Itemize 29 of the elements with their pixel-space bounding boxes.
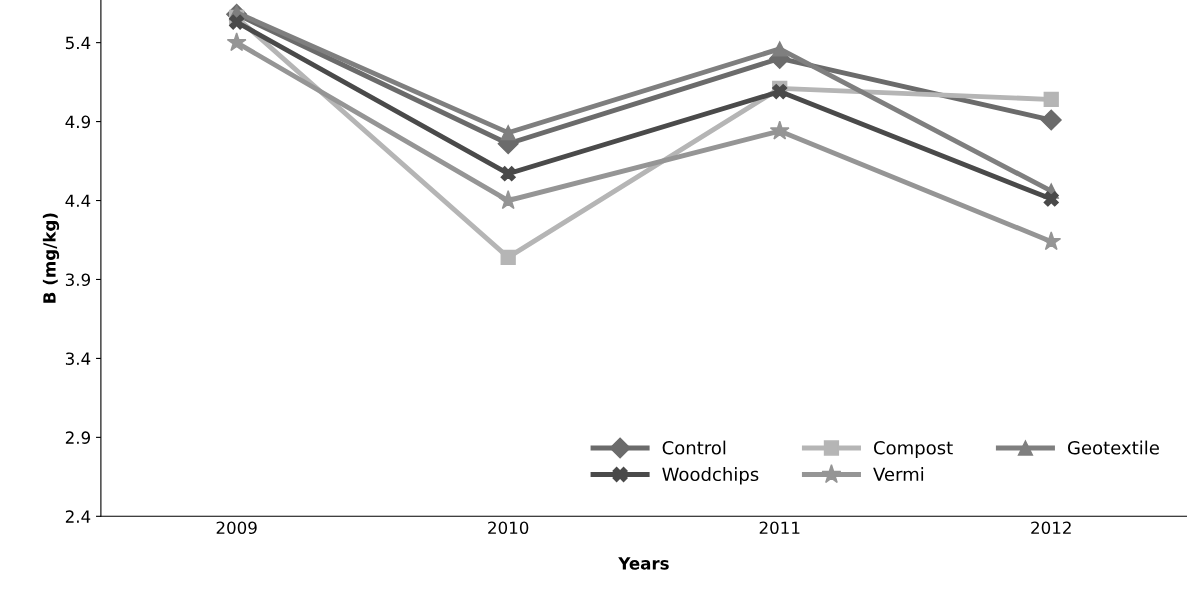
y-tick-label: 4.4 [65,194,91,207]
point [769,120,790,140]
point [1043,191,1059,207]
legend-label: Geotextile [1067,440,1159,455]
point [1040,109,1062,131]
legend-label: Control [662,440,726,455]
y-tick-label: 2.9 [65,431,90,444]
legend-label: Woodchips [662,467,759,485]
point [500,249,516,266]
point [772,41,788,57]
y-tick-label: 3.9 [65,273,90,287]
y-tick-label: 4.9 [65,115,90,129]
point [1043,91,1059,108]
y-axis-title: B (mg/kg) [42,213,60,303]
point [500,124,516,141]
x-tick-label: 2009 [216,521,257,535]
x-tick-label: 2012 [1031,521,1071,535]
x-tick-label: 2010 [488,521,529,535]
legend-label: Vermi [873,467,924,482]
x-tick-label: 2011 [759,521,800,535]
point [500,166,516,182]
y-tick-label: 5.4 [65,36,91,50]
y-tick-label: 2.4 [65,510,91,523]
y-tick-label: 3.4 [65,352,91,365]
legend-label: Compost [873,440,953,459]
point [226,32,247,52]
point [1041,231,1062,251]
x-axis-title: Years [618,557,669,570]
point [229,14,245,30]
